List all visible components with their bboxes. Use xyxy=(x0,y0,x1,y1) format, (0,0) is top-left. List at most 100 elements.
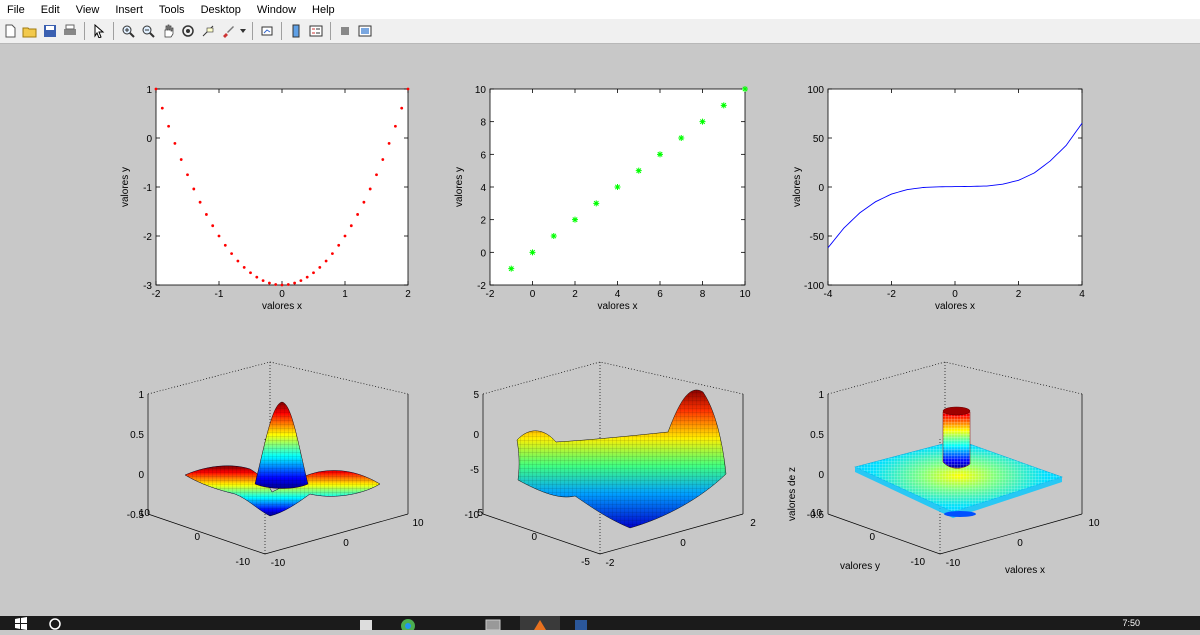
z-tick-label: -0.5 xyxy=(127,510,145,521)
taskbar-app-icon[interactable] xyxy=(484,616,502,631)
y-tick-label: 50 xyxy=(813,134,825,145)
y-tick-label: 0 xyxy=(146,134,152,145)
mesh-base-wire xyxy=(855,440,1062,512)
pan-hand-icon[interactable] xyxy=(159,22,177,40)
menu-desktop[interactable]: Desktop xyxy=(200,3,241,16)
surface-1-labels: -0.5 0 0.5 1 10 0 -10 -10 0 10 xyxy=(127,390,424,569)
new-file-icon[interactable] xyxy=(1,22,19,40)
y-tick-label: -5 xyxy=(581,557,590,568)
data-cursor-icon[interactable] xyxy=(199,22,217,40)
data-point xyxy=(572,216,578,223)
save-icon[interactable] xyxy=(41,22,59,40)
x-tick-label: 4 xyxy=(1079,289,1085,300)
chrome-icon[interactable] xyxy=(400,616,416,633)
x-tick-label: 4 xyxy=(615,289,621,300)
data-point xyxy=(154,87,158,91)
menu-help[interactable]: Help xyxy=(312,3,335,16)
zoom-in-icon[interactable] xyxy=(119,22,137,40)
data-point xyxy=(657,151,663,158)
windows-start-icon[interactable] xyxy=(14,616,28,630)
brush-dropdown-icon[interactable] xyxy=(239,22,247,40)
data-point xyxy=(720,102,727,109)
y-tick-label: -2 xyxy=(143,232,152,243)
z-tick-label: -10 xyxy=(465,510,480,521)
x-tick-label: 0 xyxy=(343,538,349,549)
z-tick-label: 0.5 xyxy=(810,430,824,441)
z-tick-label: 1 xyxy=(818,390,824,401)
data-point xyxy=(223,243,227,247)
x-tick-label: 2 xyxy=(572,289,578,300)
subplot-3: -4 -2 0 2 4 -100 -50 0 50 100 valores x valores y xyxy=(792,85,1085,312)
mesh-base-rim xyxy=(855,467,1062,518)
data-point xyxy=(261,279,265,282)
matlab-icon[interactable] xyxy=(520,616,560,630)
hide-plot-tools-icon[interactable] xyxy=(336,22,354,40)
menu-insert[interactable]: Insert xyxy=(115,3,143,16)
y-tick-label: -1 xyxy=(143,183,152,194)
menu-tools[interactable]: Tools xyxy=(158,3,185,16)
search-icon[interactable] xyxy=(48,616,62,630)
toolbar-separator xyxy=(84,22,85,40)
show-plot-tools-icon[interactable] xyxy=(356,22,374,40)
z-tick-label: 0 xyxy=(818,470,824,481)
x-axis-label: valores x xyxy=(262,301,302,312)
data-point xyxy=(349,224,353,228)
zoom-out-icon[interactable] xyxy=(139,22,157,40)
data-point xyxy=(699,118,706,125)
data-point xyxy=(343,234,347,238)
pointer-icon[interactable] xyxy=(90,22,108,40)
mesh-peak-top xyxy=(942,406,971,416)
data-point xyxy=(305,275,309,279)
data-point xyxy=(362,200,366,204)
y-tick-label: 0 xyxy=(531,532,537,543)
menu-view[interactable]: View xyxy=(75,3,100,16)
x-tick-label: 0 xyxy=(952,289,958,300)
y-tick-label: 4 xyxy=(480,183,486,194)
toolbar-separator xyxy=(330,22,331,40)
rotate-3d-icon[interactable] xyxy=(179,22,197,40)
data-point xyxy=(381,158,385,161)
y-tick-label: 5 xyxy=(477,508,483,519)
surface-3-labels: -0.5 0 0.5 1 10 0 -10 -10 0 10 valores de z valores… xyxy=(787,390,1100,576)
data-point xyxy=(593,200,600,207)
x-tick-label: -10 xyxy=(946,558,961,569)
brush-icon[interactable] xyxy=(219,22,237,40)
x-tick-label: -2 xyxy=(887,289,896,300)
x-tick-label: 10 xyxy=(1088,518,1100,529)
data-point xyxy=(179,158,183,161)
data-point xyxy=(318,265,322,269)
data-point xyxy=(678,135,685,141)
surface-2-labels: -10 -5 0 5 5 0 -5 -2 0 2 xyxy=(465,390,757,569)
y-axis-label: valores y xyxy=(840,561,880,572)
word-icon[interactable] xyxy=(572,616,590,630)
print-icon[interactable] xyxy=(61,22,79,40)
data-point xyxy=(387,141,391,145)
data-point xyxy=(742,86,748,92)
menu-file[interactable]: File xyxy=(7,3,25,16)
data-point xyxy=(268,281,271,285)
menu-window[interactable]: Window xyxy=(256,3,297,16)
z-tick-label: 1 xyxy=(138,390,144,401)
data-point xyxy=(368,187,372,191)
surface-plot-mesh xyxy=(827,361,1083,555)
taskbar-app-icon[interactable] xyxy=(358,616,374,630)
x-tick-label: -10 xyxy=(271,558,286,569)
link-plot-icon[interactable] xyxy=(258,22,276,40)
data-point xyxy=(173,141,177,145)
surface-sinc-skirt-mesh xyxy=(185,465,380,516)
data-point xyxy=(230,252,234,256)
data-point xyxy=(337,243,341,247)
open-folder-icon[interactable] xyxy=(21,22,39,40)
legend-icon[interactable] xyxy=(307,22,325,40)
y-tick-label: -50 xyxy=(810,232,825,243)
data-point xyxy=(299,279,303,282)
x-tick-label: 2 xyxy=(405,289,411,300)
data-point xyxy=(406,87,410,91)
series-line xyxy=(827,123,1083,249)
colorbar-icon[interactable] xyxy=(287,22,305,40)
surface-plot-saddle xyxy=(482,361,744,555)
y-tick-label: 0 xyxy=(818,183,824,194)
menu-edit[interactable]: Edit xyxy=(40,3,60,16)
toolbar-separator xyxy=(113,22,114,40)
surface-sinc-peak-mesh xyxy=(255,402,308,489)
